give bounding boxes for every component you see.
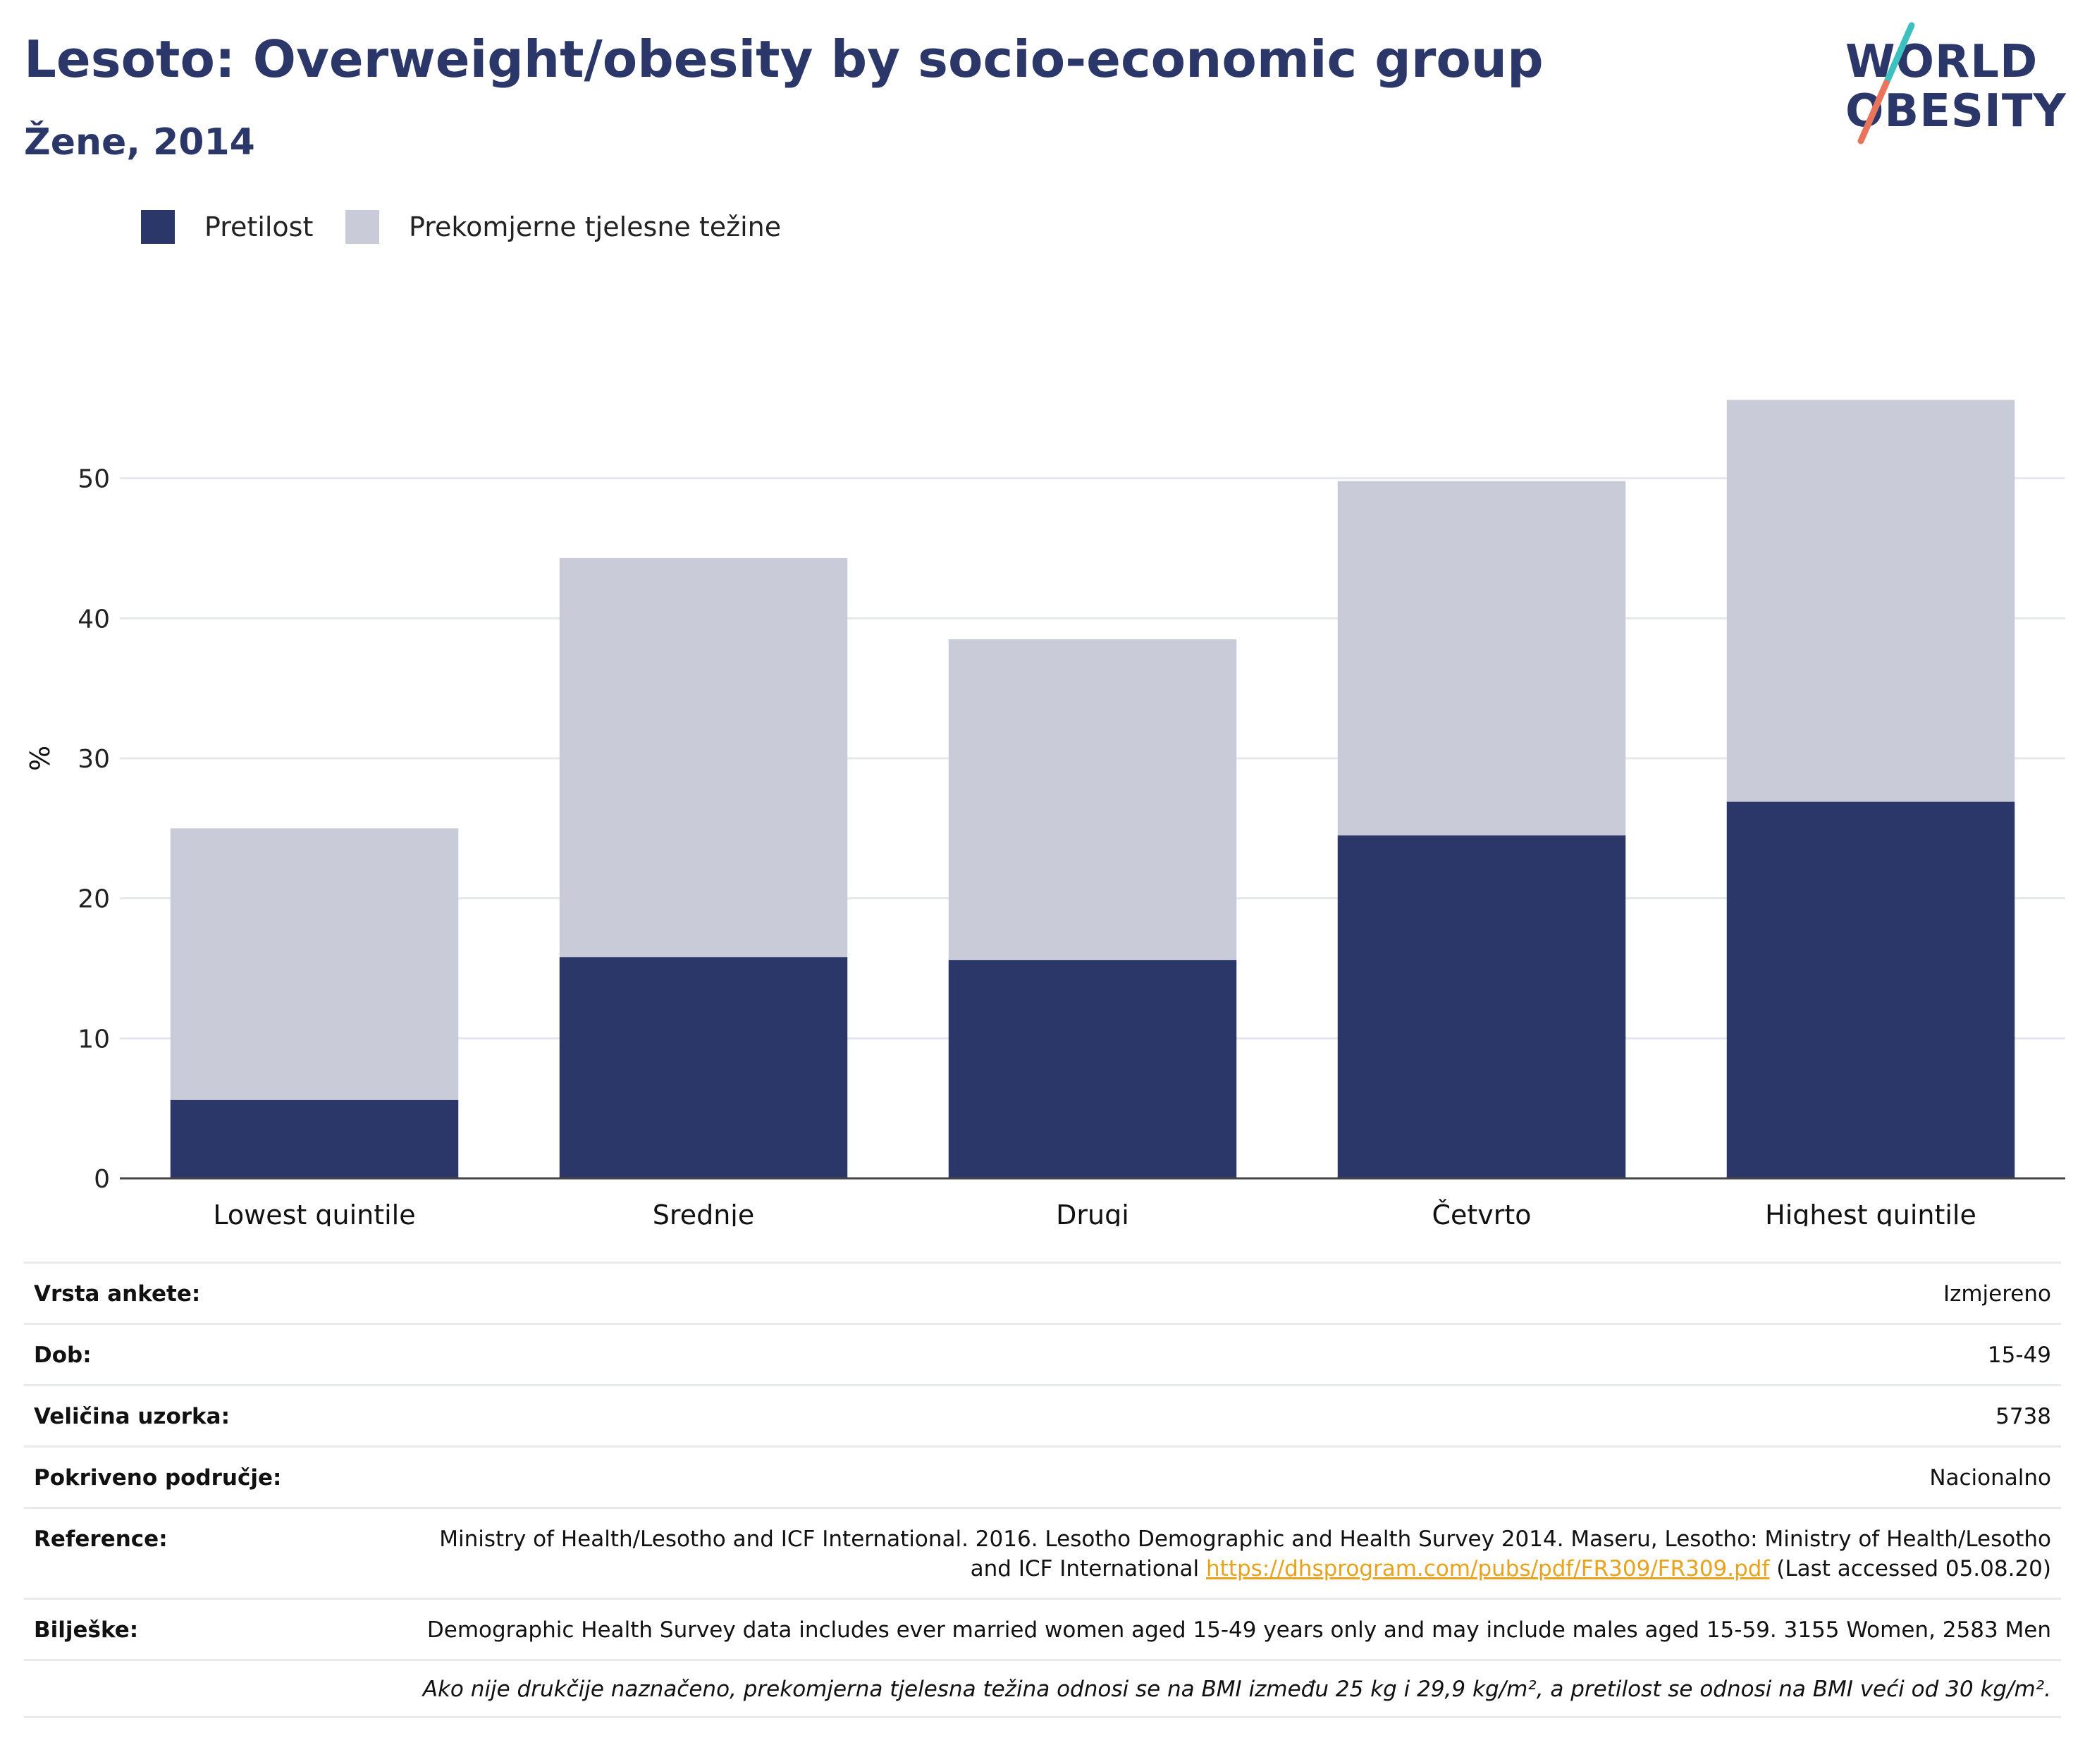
info-row-sample-size: Veličina uzorka: 5738	[24, 1384, 2061, 1445]
bar-segment[interactable]	[1726, 801, 2015, 1178]
reference-link[interactable]: https://dhsprogram.com/pubs/pdf/FR309/FR…	[1206, 1556, 1770, 1581]
legend-swatch-obesity	[141, 210, 175, 244]
info-value: 15-49	[1987, 1343, 2051, 1368]
bar-segment[interactable]	[1726, 400, 2015, 802]
y-tick-label: 20	[78, 885, 110, 914]
info-row-coverage: Pokriveno područje: Nacionalno	[24, 1445, 2061, 1507]
info-row-notes: Bilješke: Demographic Health Survey data…	[24, 1598, 2061, 1659]
survey-info-table: Vrsta ankete: Izmjereno Dob: 15-49 Velič…	[24, 1262, 2061, 1718]
reference-value: Ministry of Health/Lesotho and ICF Inter…	[400, 1524, 2051, 1584]
info-value: Demographic Health Survey data includes …	[426, 1617, 2051, 1643]
y-tick-label: 10	[78, 1025, 110, 1054]
bars	[170, 400, 2015, 1178]
legend-label-obesity: Pretilost	[204, 211, 314, 242]
y-tick-labels: 0 10 20 30 40 50	[78, 465, 110, 1194]
footnote: Ako nije drukčije naznačeno, prekomjerna…	[24, 1659, 2061, 1718]
y-tick-label: 0	[94, 1165, 110, 1194]
info-label: Reference:	[34, 1526, 168, 1552]
info-label: Veličina uzorka:	[34, 1404, 230, 1429]
y-tick-label: 40	[78, 605, 110, 634]
bar-segment[interactable]	[170, 1099, 459, 1178]
world-obesity-logo: WORLD OBESITY	[1833, 21, 2072, 148]
bar-segment[interactable]	[559, 557, 848, 958]
legend-label-overweight: Prekomjerne tjelesne težine	[409, 211, 782, 242]
info-label: Vrsta ankete:	[34, 1281, 201, 1307]
info-label: Dob:	[34, 1343, 92, 1368]
bar-segment[interactable]	[948, 639, 1237, 961]
y-axis-title: %	[25, 746, 56, 771]
legend-swatch-overweight	[345, 210, 379, 244]
info-row-reference: Reference: Ministry of Health/Lesotho an…	[24, 1507, 2061, 1598]
bar-segment[interactable]	[1337, 835, 1626, 1178]
bar-segment[interactable]	[559, 957, 848, 1178]
bar-segment[interactable]	[1337, 481, 1626, 836]
info-row-age: Dob: 15-49	[24, 1323, 2061, 1384]
x-tick-label: Highest quintile	[1765, 1199, 1976, 1226]
logo-slash-icon	[1857, 22, 1915, 144]
bar-chart: 0 10 20 30 40 50 Lowest quintile Srednje Drugi Č…	[25, 400, 2065, 1226]
info-value: Nacionalno	[1929, 1465, 2051, 1491]
x-tick-labels: Lowest quintile Srednje Drugi Četvrto Highes…	[213, 1199, 1976, 1226]
x-tick-label: Drugi	[1056, 1199, 1129, 1226]
chart-title: Lesoto: Overweight/obesity by socio-econ…	[24, 30, 1544, 89]
y-tick-label: 50	[78, 465, 110, 494]
bar-segment[interactable]	[170, 828, 459, 1100]
reference-text: Ministry of Health/Lesotho and ICF Inter…	[439, 1526, 2051, 1581]
y-tick-label: 30	[78, 745, 110, 774]
info-label: Bilješke:	[34, 1617, 139, 1643]
bar-segment[interactable]	[948, 960, 1237, 1178]
x-tick-label: Lowest quintile	[213, 1199, 415, 1226]
info-row-survey-type: Vrsta ankete: Izmjereno	[24, 1262, 2061, 1323]
x-tick-label: Četvrto	[1432, 1199, 1531, 1226]
reference-accessed: (Last accessed 05.08.20)	[1776, 1556, 2051, 1581]
logo-line-1: WORLD	[1845, 36, 2038, 88]
info-value: 5738	[1995, 1404, 2051, 1429]
info-label: Pokriveno područje:	[34, 1465, 282, 1491]
info-value: Izmjereno	[1943, 1281, 2051, 1307]
chart-subtitle: Žene, 2014	[24, 121, 255, 164]
x-tick-label: Srednje	[653, 1199, 754, 1226]
